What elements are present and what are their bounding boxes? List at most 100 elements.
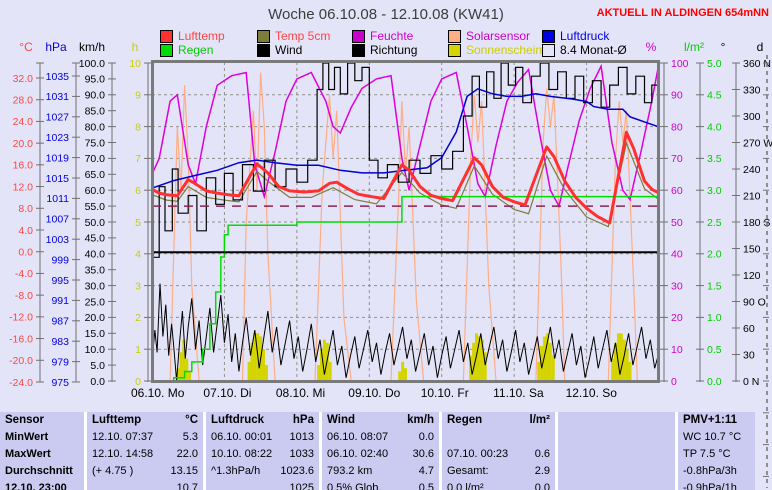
day-label: 09.10. Do [348, 386, 400, 400]
legend-swatch-icon [448, 43, 461, 57]
table-column-wind: Wind km/h 06.10. 08:07 0.0 06.10. 02:40 30.6 7… [322, 412, 439, 490]
row-label: MaxWert [5, 448, 51, 460]
svg-text:45.0: 45.0 [85, 233, 106, 245]
table-cell: 12.10. 07:37 5.3 [87, 429, 203, 446]
row-label: 12.10. 23:00 [5, 482, 67, 490]
table-cell: 10.10. 08:22 1033 [206, 446, 319, 463]
svg-text:5: 5 [135, 217, 141, 229]
axis-lm2: 5.0 4.5 4.0 3.5 3.0 2.5 2.0 1.5 1.0 0.5 0.0 l/m² [684, 40, 722, 388]
svg-text:30.0: 30.0 [85, 280, 106, 292]
cell-value: 5.3 [182, 431, 198, 443]
table-cell: 06.10. 08:07 0.0 [322, 429, 439, 446]
cell-value: 2.9 [534, 465, 550, 477]
cell-value: 1025 [289, 482, 314, 490]
svg-text:20.0: 20.0 [13, 138, 34, 150]
table-cell: 06.10. 00:01 1013 [206, 429, 319, 446]
table-header-cell: PMV+1:11 [678, 412, 755, 429]
day-label: 11.10. Sa [493, 386, 544, 400]
column-unit: l/m² [529, 414, 550, 426]
x-axis-labels: 06.10. Mo 07.10. Di 08.10. Mi 09.10. Do 10.1… [131, 386, 617, 400]
row-label: MinWert [5, 431, 49, 443]
svg-text:270 W: 270 W [743, 137, 772, 149]
svg-text:10: 10 [671, 344, 683, 356]
legend-swatch-icon [542, 29, 555, 43]
table-column-luftdruck: Luftdruck hPa 06.10. 00:01 1013 10.10. 08:22… [206, 412, 319, 490]
svg-text:4: 4 [135, 249, 141, 261]
svg-text:987: 987 [51, 316, 69, 328]
cell-value: 10.7 [176, 482, 198, 490]
svg-text:3.0: 3.0 [707, 185, 722, 197]
svg-text:32.0: 32.0 [13, 73, 34, 85]
svg-text:90.0: 90.0 [85, 90, 106, 102]
cell-value: 1033 [289, 448, 314, 460]
series-richtung [152, 62, 659, 258]
svg-text:100: 100 [671, 58, 689, 70]
svg-text:2.5: 2.5 [707, 217, 722, 229]
legend-item-regen: Regen [160, 43, 213, 57]
table-cell: 10.7 [87, 480, 203, 490]
axis-temp: 32.0 28.0 24.0 20.0 16.0 12.0 8.0 4.0 0.0 -4.0 -8.… [9, 40, 44, 389]
cell-value: 0.5 [418, 482, 434, 490]
table-cell: -0.9hPa/1h [678, 480, 755, 490]
svg-text:0.0: 0.0 [18, 247, 33, 259]
page-title: Woche 06.10.08 - 12.10.08 (KW41) [268, 6, 504, 23]
svg-text:40.0: 40.0 [85, 249, 106, 261]
legend-item-lufttemp: Lufttemp [160, 29, 225, 43]
svg-text:90: 90 [671, 90, 683, 102]
svg-text:-20.0: -20.0 [9, 355, 33, 367]
cell-text: ^1.3hPa/h [211, 465, 261, 477]
legend-label: Luftdruck [560, 29, 610, 43]
svg-text:90 O: 90 O [743, 296, 766, 308]
legend-label: Richtung [370, 43, 418, 57]
table-cell [558, 429, 675, 446]
svg-text:8: 8 [135, 121, 141, 133]
axis-kmh: 100.0 95.0 90.0 85.0 80.0 75.0 70.0 65.0 60.0 55.… [79, 40, 116, 388]
axis-unit-deg: ° [721, 40, 726, 54]
svg-text:100.0: 100.0 [79, 58, 105, 70]
cell-text: -0.8hPa/3h [683, 465, 737, 477]
series-luftdruck [152, 87, 659, 189]
cell-text: 793.2 km [327, 465, 373, 477]
legend-swatch-icon [352, 43, 365, 57]
svg-text:10: 10 [129, 58, 141, 70]
svg-text:85.0: 85.0 [85, 106, 106, 118]
svg-text:999: 999 [51, 254, 69, 266]
svg-text:60: 60 [743, 323, 755, 335]
legend-label: Wind [275, 43, 303, 57]
svg-text:3.5: 3.5 [707, 153, 722, 165]
axis-unit-kmh: km/h [79, 40, 105, 54]
svg-text:0.0: 0.0 [90, 376, 105, 388]
cell-value: 22.0 [176, 448, 198, 460]
svg-text:1019: 1019 [46, 152, 70, 164]
axis-unit-lm2: l/m² [684, 40, 704, 54]
location-note: AKTUELL IN ALDINGEN 654mNN [596, 7, 769, 19]
table-cell: 0.0 l/m² 0.0 [442, 480, 555, 490]
svg-text:40: 40 [671, 249, 683, 261]
row-label: Sensor [5, 414, 44, 426]
svg-text:24.0: 24.0 [13, 116, 34, 128]
cell-value: 1023.6 [280, 465, 314, 477]
svg-text:30: 30 [743, 349, 755, 361]
table-cell [558, 480, 675, 490]
svg-text:3: 3 [135, 280, 141, 292]
table-cell: ^1.3hPa/h 1023.6 [206, 463, 319, 480]
svg-text:1023: 1023 [46, 132, 70, 144]
axis-unit-d: d [757, 40, 764, 54]
table-cell: 06.10. 02:40 30.6 [322, 446, 439, 463]
cell-value: 0.6 [534, 448, 550, 460]
svg-text:1007: 1007 [46, 214, 70, 226]
svg-text:1011: 1011 [46, 193, 69, 205]
svg-text:0: 0 [671, 376, 677, 388]
table-cell [558, 463, 675, 480]
svg-text:2: 2 [135, 312, 141, 324]
svg-text:28.0: 28.0 [13, 95, 34, 107]
column-header: Lufttemp [92, 414, 142, 426]
plot-series [152, 62, 659, 382]
svg-text:983: 983 [51, 336, 69, 348]
table-cell: TP 7.5 °C [678, 446, 755, 463]
day-label: 07.10. Di [203, 386, 251, 400]
cell-value: 0.0 [418, 431, 434, 443]
